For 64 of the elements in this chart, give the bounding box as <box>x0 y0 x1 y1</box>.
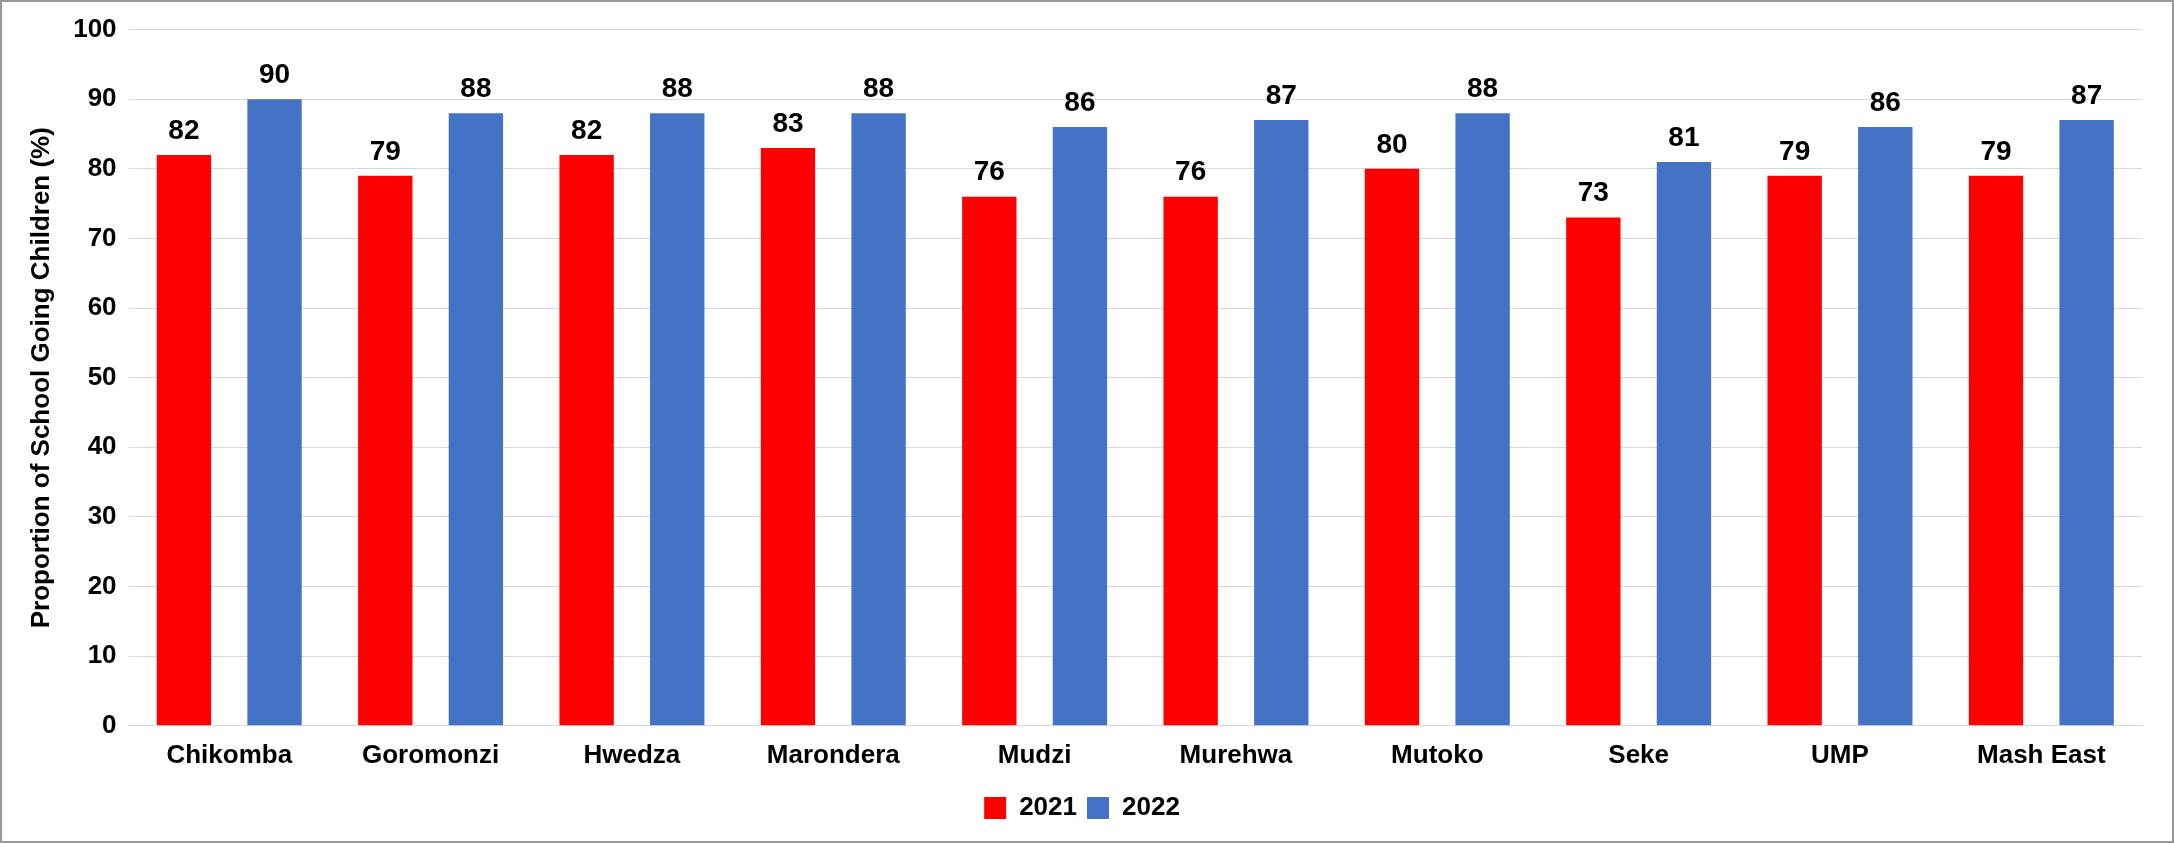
data-label: 76 <box>973 155 1005 187</box>
data-label: 88 <box>460 71 492 103</box>
bar <box>1163 196 1218 726</box>
data-label: 76 <box>1175 155 1207 187</box>
bar <box>156 154 212 726</box>
data-label: 90 <box>258 57 291 89</box>
y-tick-label: 0 <box>102 708 117 739</box>
bar <box>650 113 705 726</box>
y-axis-title: Proportion of School Going Children (%) <box>24 127 55 629</box>
data-label: 79 <box>1779 134 1811 166</box>
data-label: 86 <box>1869 85 1901 117</box>
bar <box>1455 113 1510 726</box>
bar <box>1052 127 1108 726</box>
bar <box>247 99 302 726</box>
bar <box>1364 168 1420 726</box>
bar <box>1656 161 1712 726</box>
data-label: 83 <box>772 106 804 138</box>
x-tick-label: Seke <box>1608 738 1670 769</box>
bar <box>358 175 413 726</box>
bar <box>2059 120 2114 726</box>
data-label: 88 <box>863 71 895 103</box>
legend-label: 2022 <box>1122 791 1180 822</box>
data-label: 86 <box>1064 85 1096 117</box>
data-label: 88 <box>1467 71 1499 103</box>
x-tick-label: Murehwa <box>1179 738 1293 769</box>
y-tick-label: 80 <box>87 152 117 183</box>
data-label: 79 <box>1980 134 2012 166</box>
bar <box>1566 217 1621 726</box>
x-tick-label: Hwedza <box>583 738 681 769</box>
x-tick-label: Mash East <box>1977 738 2106 769</box>
bar <box>760 147 816 726</box>
y-tick-label: 50 <box>87 360 117 391</box>
bar <box>962 196 1017 726</box>
bar <box>1968 175 2024 726</box>
x-tick-label: Marondera <box>766 738 901 769</box>
data-label: 79 <box>369 134 401 166</box>
data-label: 88 <box>661 71 693 103</box>
x-tick-label: Goromonzi <box>361 738 500 769</box>
data-label: 87 <box>2071 78 2103 110</box>
x-tick-label: Mudzi <box>997 738 1072 769</box>
y-tick-label: 90 <box>87 82 117 113</box>
bar <box>1858 127 1913 726</box>
data-label: 82 <box>571 113 603 145</box>
data-label: 73 <box>1577 176 1609 208</box>
y-tick-label: 40 <box>87 430 117 461</box>
x-tick-label: UMP <box>1811 738 1869 769</box>
data-label: 82 <box>168 113 200 145</box>
legend-label: 2021 <box>1019 791 1077 822</box>
bar <box>1767 175 1822 726</box>
data-label: 80 <box>1376 127 1408 159</box>
data-label: 81 <box>1668 120 1700 152</box>
y-tick-label: 30 <box>87 500 117 531</box>
bar <box>851 113 906 726</box>
bar <box>1254 120 1309 726</box>
y-tick-label: 60 <box>87 291 117 322</box>
y-tick-label: 70 <box>87 221 117 252</box>
y-tick-label: 10 <box>87 639 117 670</box>
bar <box>448 113 504 726</box>
bar <box>559 154 614 726</box>
x-tick-label: Chikomba <box>166 738 293 769</box>
x-tick-label: Mutoko <box>1391 738 1484 769</box>
data-label: 87 <box>1265 78 1297 110</box>
y-tick-label: 20 <box>87 569 117 600</box>
y-tick-label: 100 <box>73 12 117 43</box>
